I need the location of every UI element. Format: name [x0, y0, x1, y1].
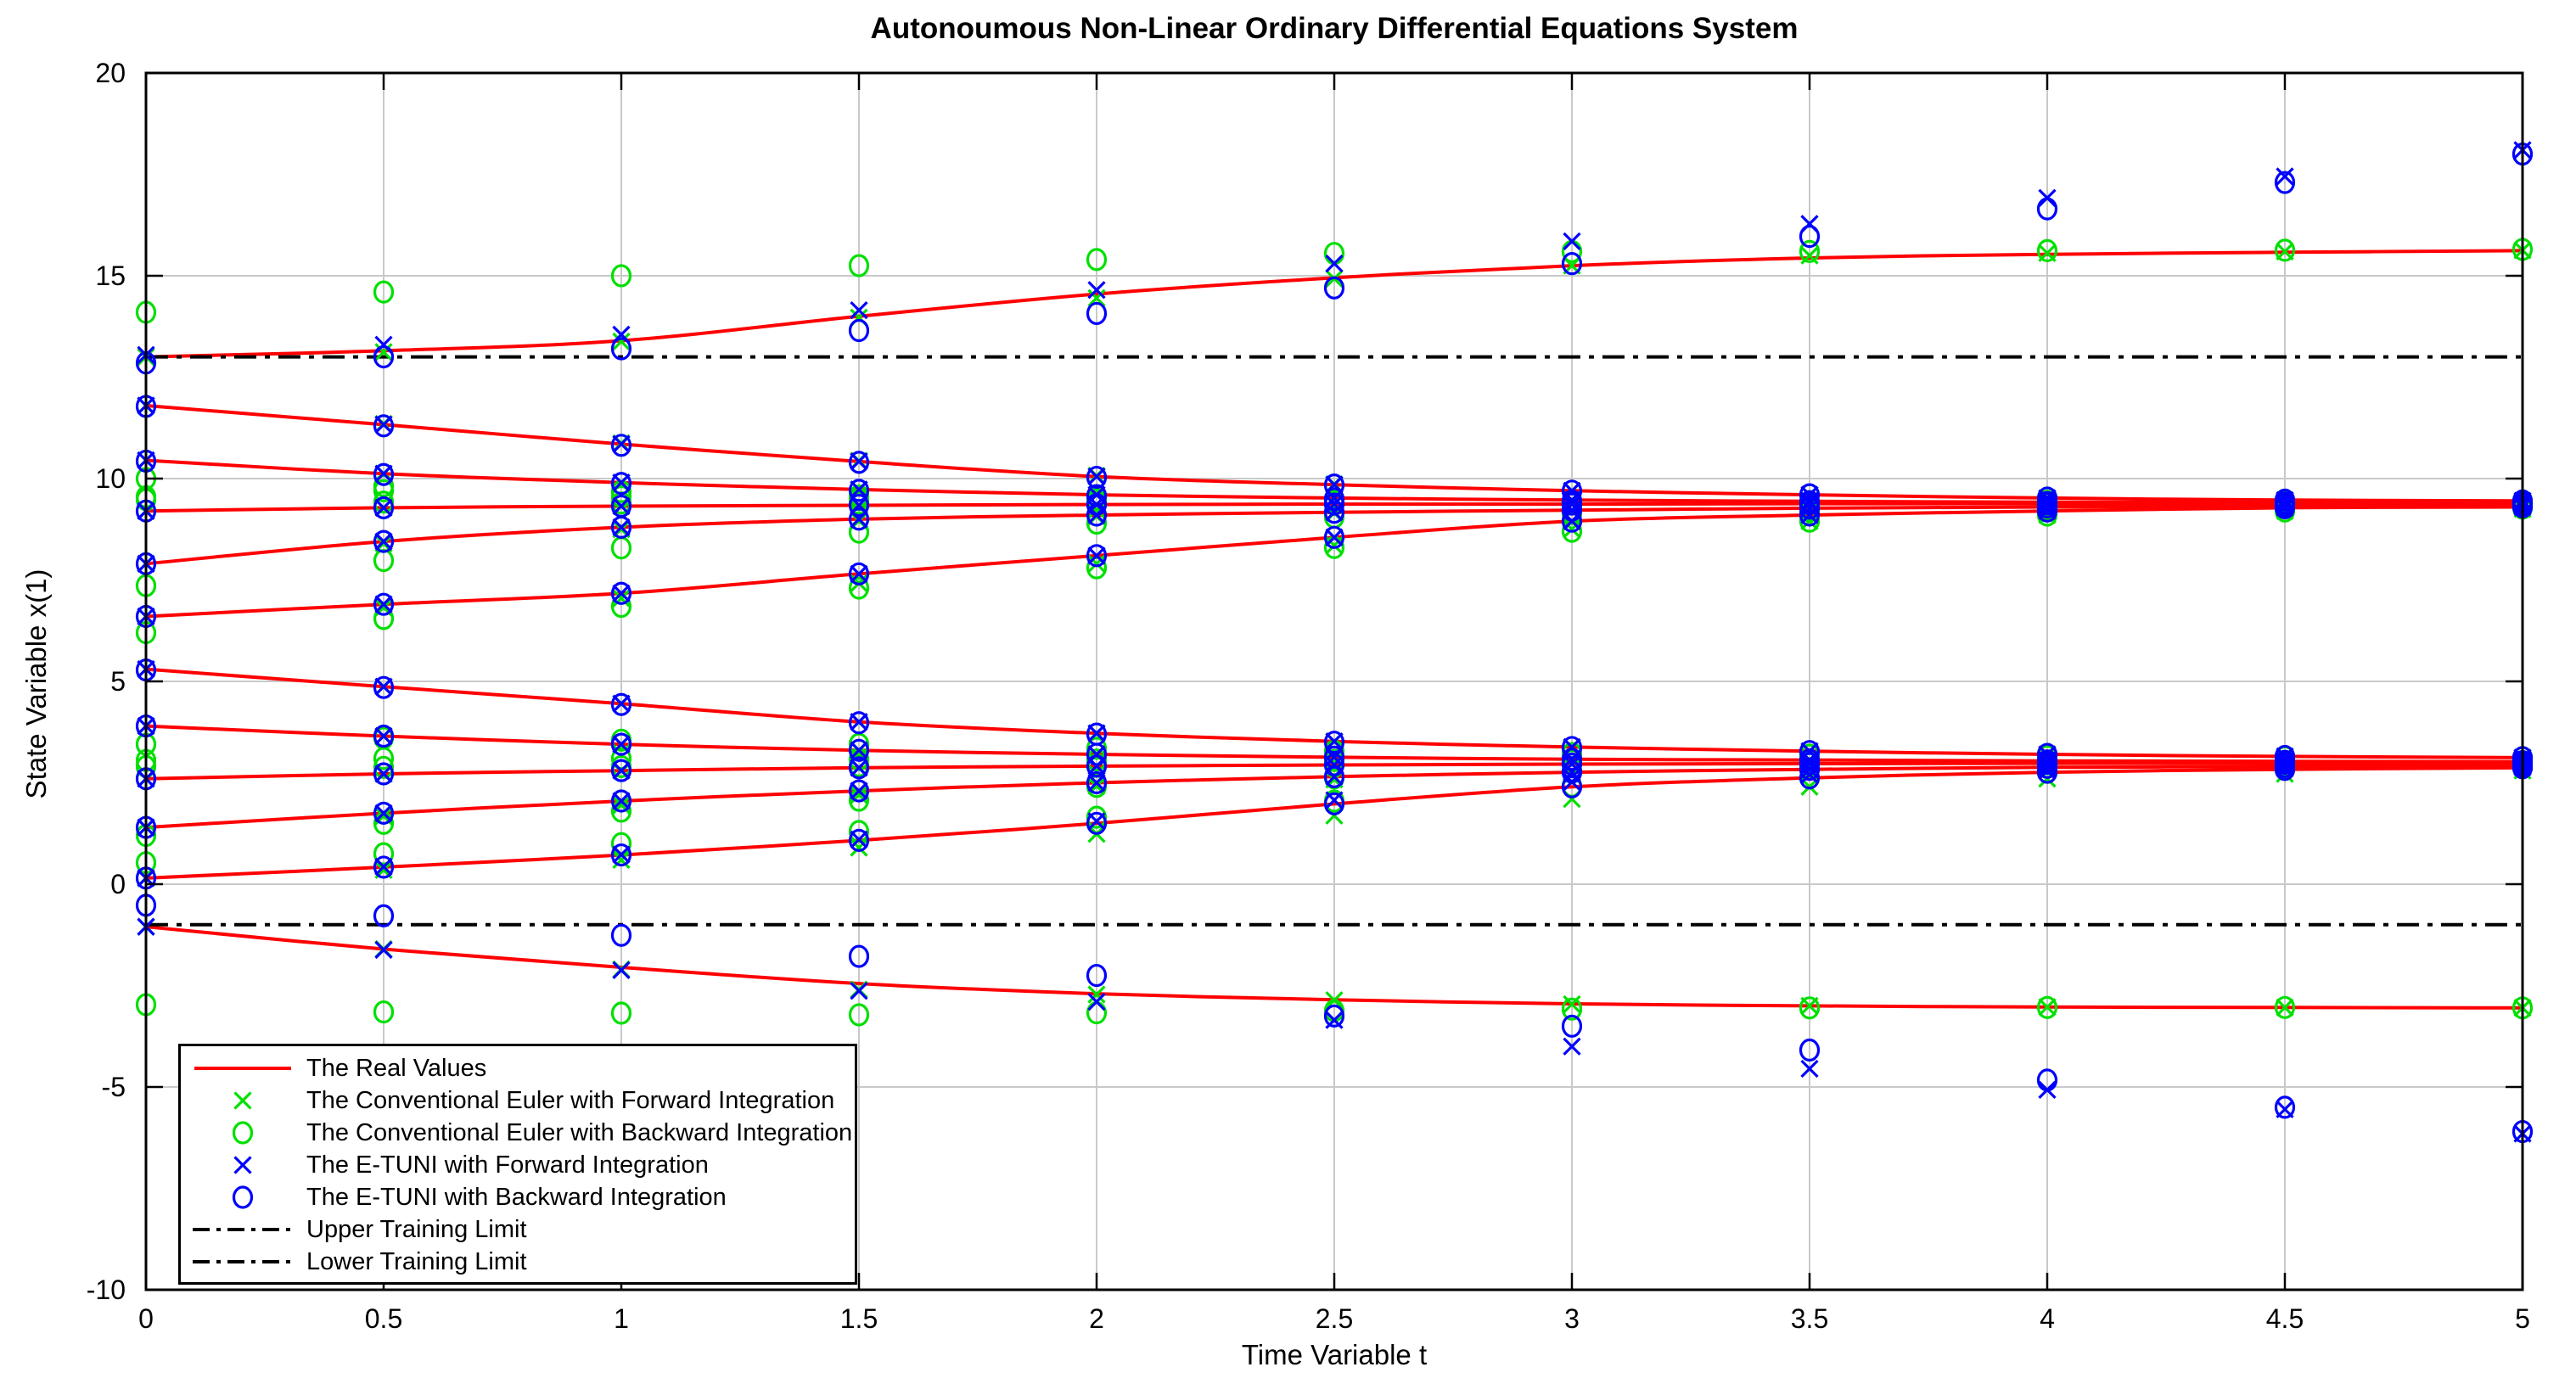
- axis-ticks: [144, 71, 2524, 1291]
- x-tick-label: 0.5: [364, 1303, 403, 1334]
- legend-item-label: The Conventional Euler with Backward Int…: [306, 1118, 853, 1146]
- legend-item-label: Upper Training Limit: [306, 1215, 527, 1243]
- x-tick-label: 1: [614, 1303, 629, 1334]
- dash-dot-line-icon: [193, 1228, 293, 1231]
- x-tick-label: 4.5: [2265, 1303, 2304, 1334]
- x-tick-label: 5: [2515, 1303, 2530, 1334]
- dash-dot-line-icon: [193, 1260, 293, 1263]
- chart-title: Autonoumous Non-Linear Ordinary Differen…: [870, 12, 1799, 45]
- legend-item: The Conventional Euler with Forward Inte…: [191, 1085, 850, 1116]
- x-axis-label: Time Variable t: [1241, 1339, 1428, 1370]
- x-tick-label: 2.5: [1315, 1303, 1354, 1334]
- y-tick-label: 10: [95, 463, 126, 494]
- y-tick-label: 5: [110, 666, 126, 697]
- x-marker-icon: [233, 1091, 252, 1110]
- legend-item: Lower Training Limit: [191, 1247, 850, 1277]
- legend-item: Upper Training Limit: [191, 1214, 850, 1245]
- legend-item: The E-TUNI with Forward Integration: [191, 1150, 850, 1180]
- x-tick-label: 2: [1089, 1303, 1104, 1334]
- etuni-backward-markers: [135, 143, 2534, 1144]
- y-tick-label: -10: [86, 1275, 126, 1305]
- x-tick-label: 4: [2040, 1303, 2055, 1334]
- legend-item-label: The Real Values: [306, 1054, 487, 1082]
- legend-item: The E-TUNI with Backward Integration: [191, 1182, 850, 1213]
- solid-line-icon: [194, 1067, 291, 1070]
- y-tick-label: 0: [110, 869, 126, 899]
- x-tick-label: 3.5: [1790, 1303, 1829, 1334]
- grid-lines: [146, 73, 2523, 1290]
- circle-marker-icon: [232, 1121, 254, 1145]
- legend-item-label: Lower Training Limit: [306, 1247, 527, 1275]
- legend-item-label: The E-TUNI with Forward Integration: [306, 1151, 709, 1179]
- x-tick-label: 1.5: [839, 1303, 878, 1334]
- legend-item: The Conventional Euler with Backward Int…: [191, 1118, 853, 1148]
- y-tick-label: 20: [95, 58, 126, 88]
- y-tick-label: 15: [95, 261, 126, 291]
- circle-marker-icon: [232, 1185, 254, 1209]
- x-tick-label: 3: [1564, 1303, 1580, 1334]
- legend-item: The Real Values: [191, 1053, 850, 1084]
- legend-item-label: The E-TUNI with Backward Integration: [306, 1183, 727, 1211]
- x-tick-label: 0: [138, 1303, 154, 1334]
- legend-item-label: The Conventional Euler with Forward Inte…: [306, 1086, 835, 1114]
- y-tick-label: -5: [101, 1072, 126, 1102]
- legend: The Real Values The Conventional Euler wi…: [178, 1044, 857, 1285]
- x-marker-icon: [233, 1156, 252, 1174]
